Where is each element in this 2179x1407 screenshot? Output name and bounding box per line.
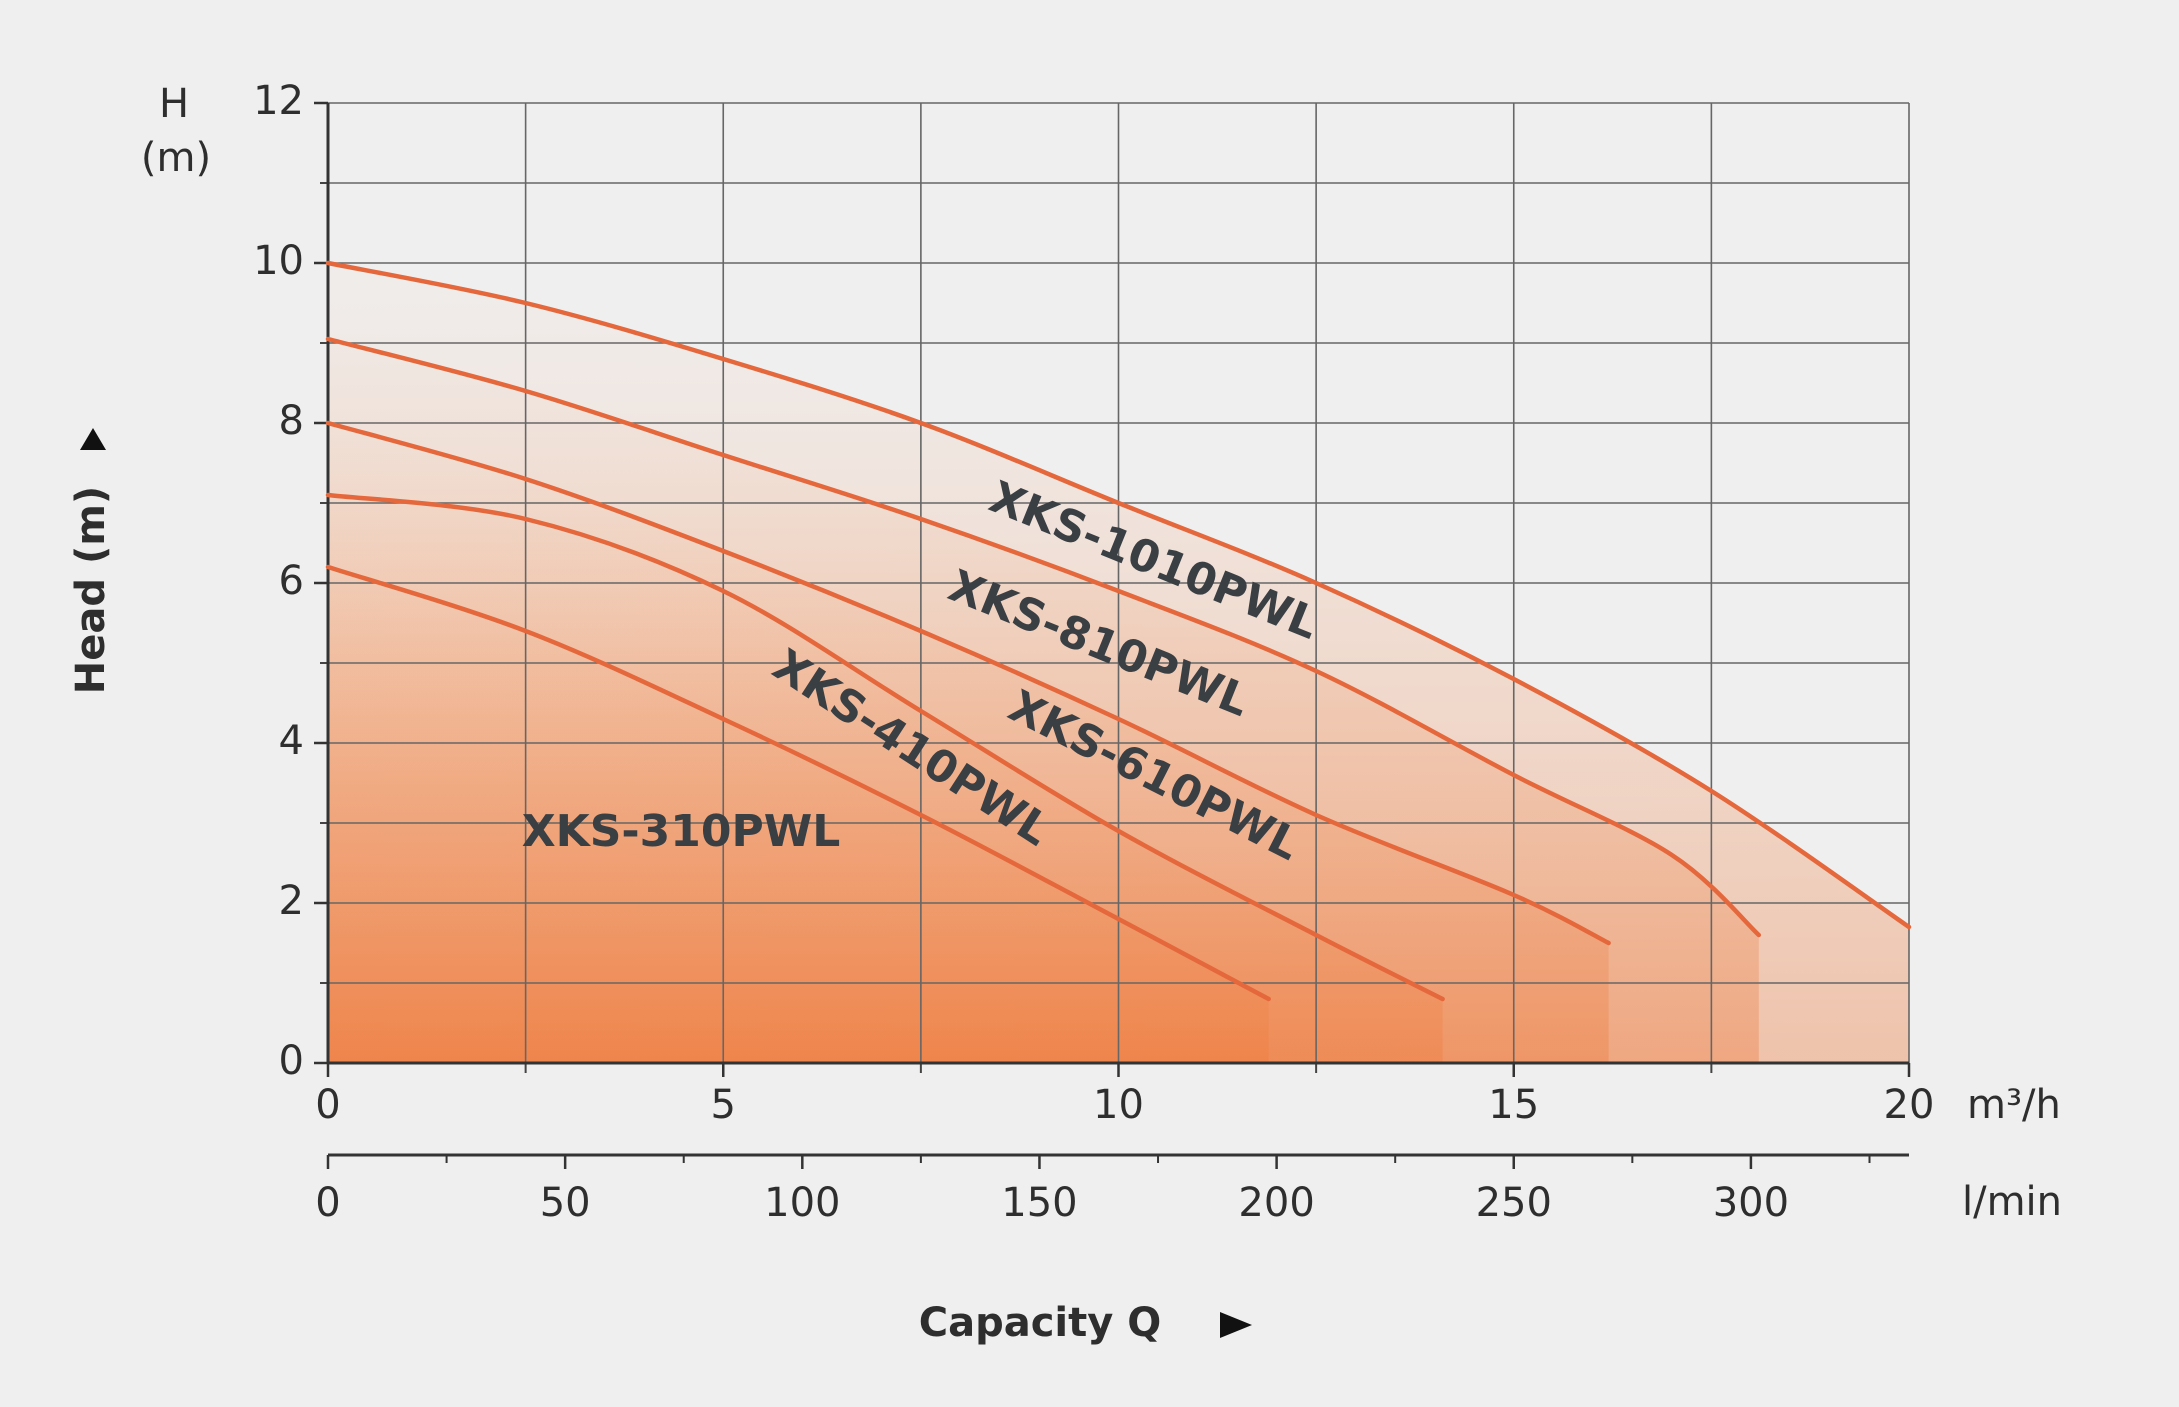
y-arrow [80,428,106,450]
x-tick-label: 15 [1488,1082,1539,1128]
pump-curve [325,336,1762,938]
pump-curve [325,260,1912,930]
x-tick-label: 5 [711,1082,736,1128]
x2-tick-label: 100 [764,1180,840,1226]
pump-curve [325,564,1271,1002]
x-tick-label: 10 [1093,1082,1144,1128]
area-fill [328,567,1269,1063]
x-tick-label: 20 [1884,1082,1935,1128]
y-tick-label: 8 [279,398,304,444]
y-tick-label: 0 [279,1038,304,1084]
y-tick-label: 12 [253,78,304,124]
y-tick-label: 6 [279,558,304,604]
x-unit: m³/h [1967,1082,2061,1128]
x2-tick-label: 300 [1713,1180,1789,1226]
x2-unit: l/min [1962,1179,2062,1225]
y-axis-title: Head (m) [68,486,114,694]
x-axis-title: Capacity Q [919,1300,1162,1346]
x2-tick-label: 0 [315,1180,340,1226]
x2-tick-label: 200 [1238,1180,1314,1226]
x2-tick-label: 250 [1476,1180,1552,1226]
curve-label: XKS-310PWL [522,806,841,857]
y-label-top: H [159,81,189,127]
x2-tick-label: 150 [1001,1180,1077,1226]
y-tick-label: 2 [279,878,304,924]
y-label-unit: (m) [141,135,211,181]
pump-curve [325,492,1445,1002]
x-tick-label: 0 [315,1082,340,1128]
y-tick-label: 4 [279,718,304,764]
y-tick-label: 10 [253,238,304,284]
x2-tick-label: 50 [540,1180,591,1226]
pump-curve [325,420,1611,946]
x-arrow [1220,1312,1252,1338]
